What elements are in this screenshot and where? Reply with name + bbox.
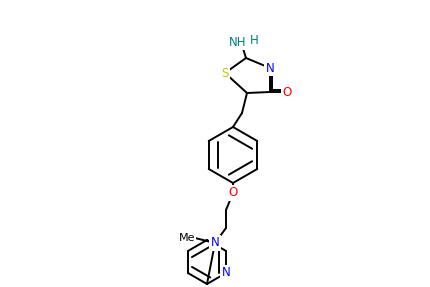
Text: O: O — [282, 86, 291, 98]
Text: O: O — [228, 187, 237, 199]
Text: N: N — [265, 61, 274, 75]
Text: NH: NH — [229, 36, 246, 49]
Text: N: N — [210, 236, 219, 249]
Text: H: H — [249, 34, 258, 46]
Text: Me: Me — [178, 233, 194, 243]
Text: S: S — [221, 67, 228, 79]
Text: N: N — [221, 267, 230, 280]
